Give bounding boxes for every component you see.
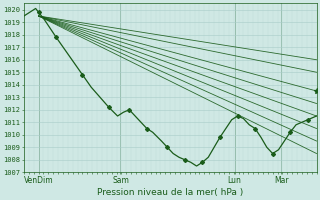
X-axis label: Pression niveau de la mer( hPa ): Pression niveau de la mer( hPa ) xyxy=(97,188,244,197)
